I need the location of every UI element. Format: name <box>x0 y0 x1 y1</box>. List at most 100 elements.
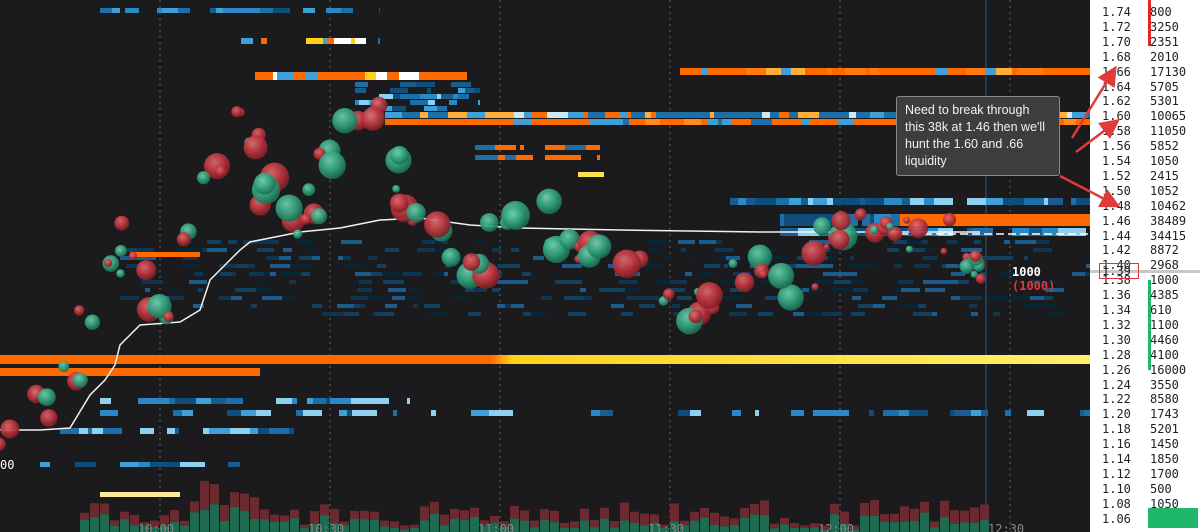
ladder-row[interactable]: 1.36 4385 <box>1090 288 1200 308</box>
buy-bubble <box>114 245 127 257</box>
liquidity-cell <box>568 312 586 316</box>
ladder-price: 1.46 <box>1102 213 1131 228</box>
ladder-row[interactable]: 1.26 16000 <box>1090 363 1200 383</box>
liquidity-cell <box>1048 312 1065 316</box>
ladder-row[interactable]: 1.32 1100 <box>1090 318 1200 338</box>
liquidity-cell <box>516 155 533 160</box>
liquidity-cell <box>142 280 163 284</box>
ladder-row[interactable]: 1.40 2968 <box>1090 258 1200 278</box>
liquidity-cell <box>981 410 988 416</box>
liquidity-cell <box>620 112 627 118</box>
liquidity-cell <box>103 428 122 434</box>
liquidity-cell <box>852 296 861 300</box>
ladder-row[interactable]: 1.34 610 <box>1090 303 1200 323</box>
ladder-row[interactable]: 1.42 8872 <box>1090 243 1200 263</box>
volume-bar-sell <box>870 500 879 516</box>
liquidity-cell <box>168 462 180 467</box>
volume-bar-sell <box>810 523 819 528</box>
volume-bar-sell <box>670 503 679 522</box>
liquidity-cell <box>260 280 265 284</box>
ladder-row[interactable]: 1.18 5201 <box>1090 422 1200 442</box>
ladder-price: 1.10 <box>1102 481 1131 496</box>
liquidity-cell <box>1003 198 1024 205</box>
liquidity-cell <box>509 280 528 284</box>
volume-bar-sell <box>650 514 659 523</box>
liquidity-cell <box>813 198 827 205</box>
liquidity-cell <box>255 72 273 80</box>
sell-bubble <box>942 213 957 227</box>
liquidity-cell <box>665 256 671 260</box>
annotation-callout[interactable]: Need to break through this 38k at 1.46 t… <box>896 96 1060 176</box>
liquidity-cell <box>1023 304 1039 308</box>
ladder-row[interactable]: 1.20 1743 <box>1090 407 1200 427</box>
ladder-row[interactable]: 1.54 1050 <box>1090 154 1200 174</box>
liquidity-cell <box>228 462 240 467</box>
ladder-row[interactable]: 1.10 500 <box>1090 482 1200 502</box>
ladder-row[interactable]: 1.44 34415 <box>1090 229 1200 249</box>
liquidity-cell <box>79 428 88 434</box>
ladder-row[interactable]: 1.72 3250 <box>1090 20 1200 40</box>
liquidity-cell <box>1043 248 1052 252</box>
sell-bubble <box>243 135 268 160</box>
liquidity-cell <box>216 8 223 13</box>
liquidity-cell <box>541 296 552 300</box>
ladder-row[interactable]: 1.74 800 <box>1090 5 1200 25</box>
liquidity-cell <box>730 198 738 205</box>
ladder-row[interactable]: 1.24 3550 <box>1090 378 1200 398</box>
liquidity-cell <box>227 410 241 416</box>
ladder-row[interactable]: 1.12 1700 <box>1090 467 1200 487</box>
ladder-row[interactable]: 1.16 1450 <box>1090 437 1200 457</box>
liquidity-cell <box>729 312 747 316</box>
liquidity-cell <box>924 198 934 205</box>
liquidity-cell <box>1056 119 1064 125</box>
liquidity-cell <box>981 272 987 276</box>
liquidity-cell <box>388 288 406 292</box>
sell-bubble <box>908 218 929 239</box>
ladder-row[interactable]: 1.46 38489 <box>1090 214 1200 234</box>
ladder-row[interactable]: 1.68 2010 <box>1090 50 1200 70</box>
liquidity-cell <box>765 296 775 300</box>
liquidity-cell <box>230 428 250 434</box>
liquidity-cell <box>693 256 697 260</box>
volume-bar-buy <box>220 520 229 532</box>
liquidity-cell <box>718 119 722 125</box>
volume-bar-buy <box>510 518 519 532</box>
liquidity-cell <box>941 280 958 284</box>
liquidity-cell <box>454 296 467 300</box>
liquidity-cell <box>533 256 544 260</box>
liquidity-cell <box>257 248 274 252</box>
heatmap-chart[interactable]: 00 1000 (1000) Need to break through thi… <box>0 0 1090 532</box>
buy-bubble <box>332 108 358 134</box>
liquidity-cell <box>198 252 200 257</box>
ladder-row[interactable]: 1.30 4460 <box>1090 333 1200 353</box>
ladder-row[interactable]: 1.28 4100 <box>1090 348 1200 368</box>
liquidity-cell <box>701 119 707 125</box>
liquidity-cell <box>545 145 550 150</box>
ladder-size: 8580 <box>1150 392 1179 407</box>
liquidity-cell <box>301 272 310 276</box>
ladder-row[interactable]: 1.22 8580 <box>1090 392 1200 412</box>
volume-bar-buy <box>150 527 159 532</box>
volume-bar-buy <box>270 521 279 532</box>
heatmap-canvas[interactable] <box>0 0 1090 532</box>
ladder-row[interactable]: 1.70 2351 <box>1090 35 1200 55</box>
liquidity-cell <box>1024 198 1044 205</box>
ladder-row[interactable]: 1.14 1850 <box>1090 452 1200 472</box>
liquidity-cell <box>828 256 835 260</box>
liquidity-cell <box>379 94 393 99</box>
liquidity-cell <box>837 119 853 125</box>
ladder-row[interactable]: 1.38 1000 <box>1090 273 1200 293</box>
ladder-price: 1.12 <box>1102 466 1131 481</box>
liquidity-cell <box>814 280 834 284</box>
sell-bubble <box>462 253 481 271</box>
liquidity-band-166 <box>680 68 1090 75</box>
liquidity-cell <box>1085 272 1090 276</box>
liquidity-cell <box>249 272 264 276</box>
volume-bar-sell <box>680 520 689 526</box>
volume-bar-buy <box>790 527 799 532</box>
liquidity-cell <box>385 112 402 118</box>
liquidity-cell <box>1086 264 1090 268</box>
ladder-row[interactable]: 1.08 1050 <box>1090 497 1200 517</box>
liquidity-cell <box>1044 296 1053 300</box>
volume-bar-buy <box>230 507 239 532</box>
